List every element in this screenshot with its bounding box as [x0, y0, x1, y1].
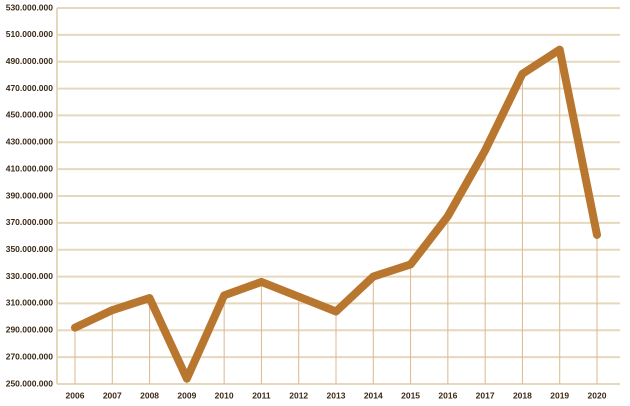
x-tick-label: 2011	[252, 390, 271, 400]
x-tick-label: 2008	[140, 390, 159, 400]
y-tick-label: 490.000.000	[6, 56, 54, 66]
y-tick-label: 270.000.000	[6, 351, 54, 361]
y-tick-label: 310.000.000	[6, 298, 54, 308]
y-tick-label: 510.000.000	[6, 29, 54, 39]
x-tick-label: 2017	[476, 390, 495, 400]
x-tick-label: 2009	[177, 390, 196, 400]
y-tick-label: 390.000.000	[6, 190, 54, 200]
x-tick-label: 2007	[103, 390, 122, 400]
y-tick-label: 430.000.000	[6, 137, 54, 147]
x-tick-label: 2019	[550, 390, 569, 400]
y-tick-label: 350.000.000	[6, 244, 54, 254]
x-tick-label: 2018	[513, 390, 532, 400]
y-tick-label: 470.000.000	[6, 83, 54, 93]
y-tick-label: 250.000.000	[6, 378, 54, 388]
x-tick-label: 2013	[327, 390, 346, 400]
y-tick-label: 370.000.000	[6, 217, 54, 227]
x-tick-label: 2014	[364, 390, 383, 400]
x-tick-label: 2020	[588, 390, 607, 400]
y-tick-label: 450.000.000	[6, 110, 54, 120]
data-line	[71, 45, 601, 383]
x-tick-label: 2015	[401, 390, 420, 400]
x-tick-label: 2012	[289, 390, 308, 400]
y-tick-label: 530.000.000	[6, 2, 54, 12]
y-tick-label: 330.000.000	[6, 271, 54, 281]
x-tick-label: 2010	[215, 390, 234, 400]
y-tick-label: 290.000.000	[6, 325, 54, 335]
y-tick-label: 410.000.000	[6, 163, 54, 173]
x-tick-label: 2016	[438, 390, 457, 400]
x-tick-label: 2006	[66, 390, 85, 400]
